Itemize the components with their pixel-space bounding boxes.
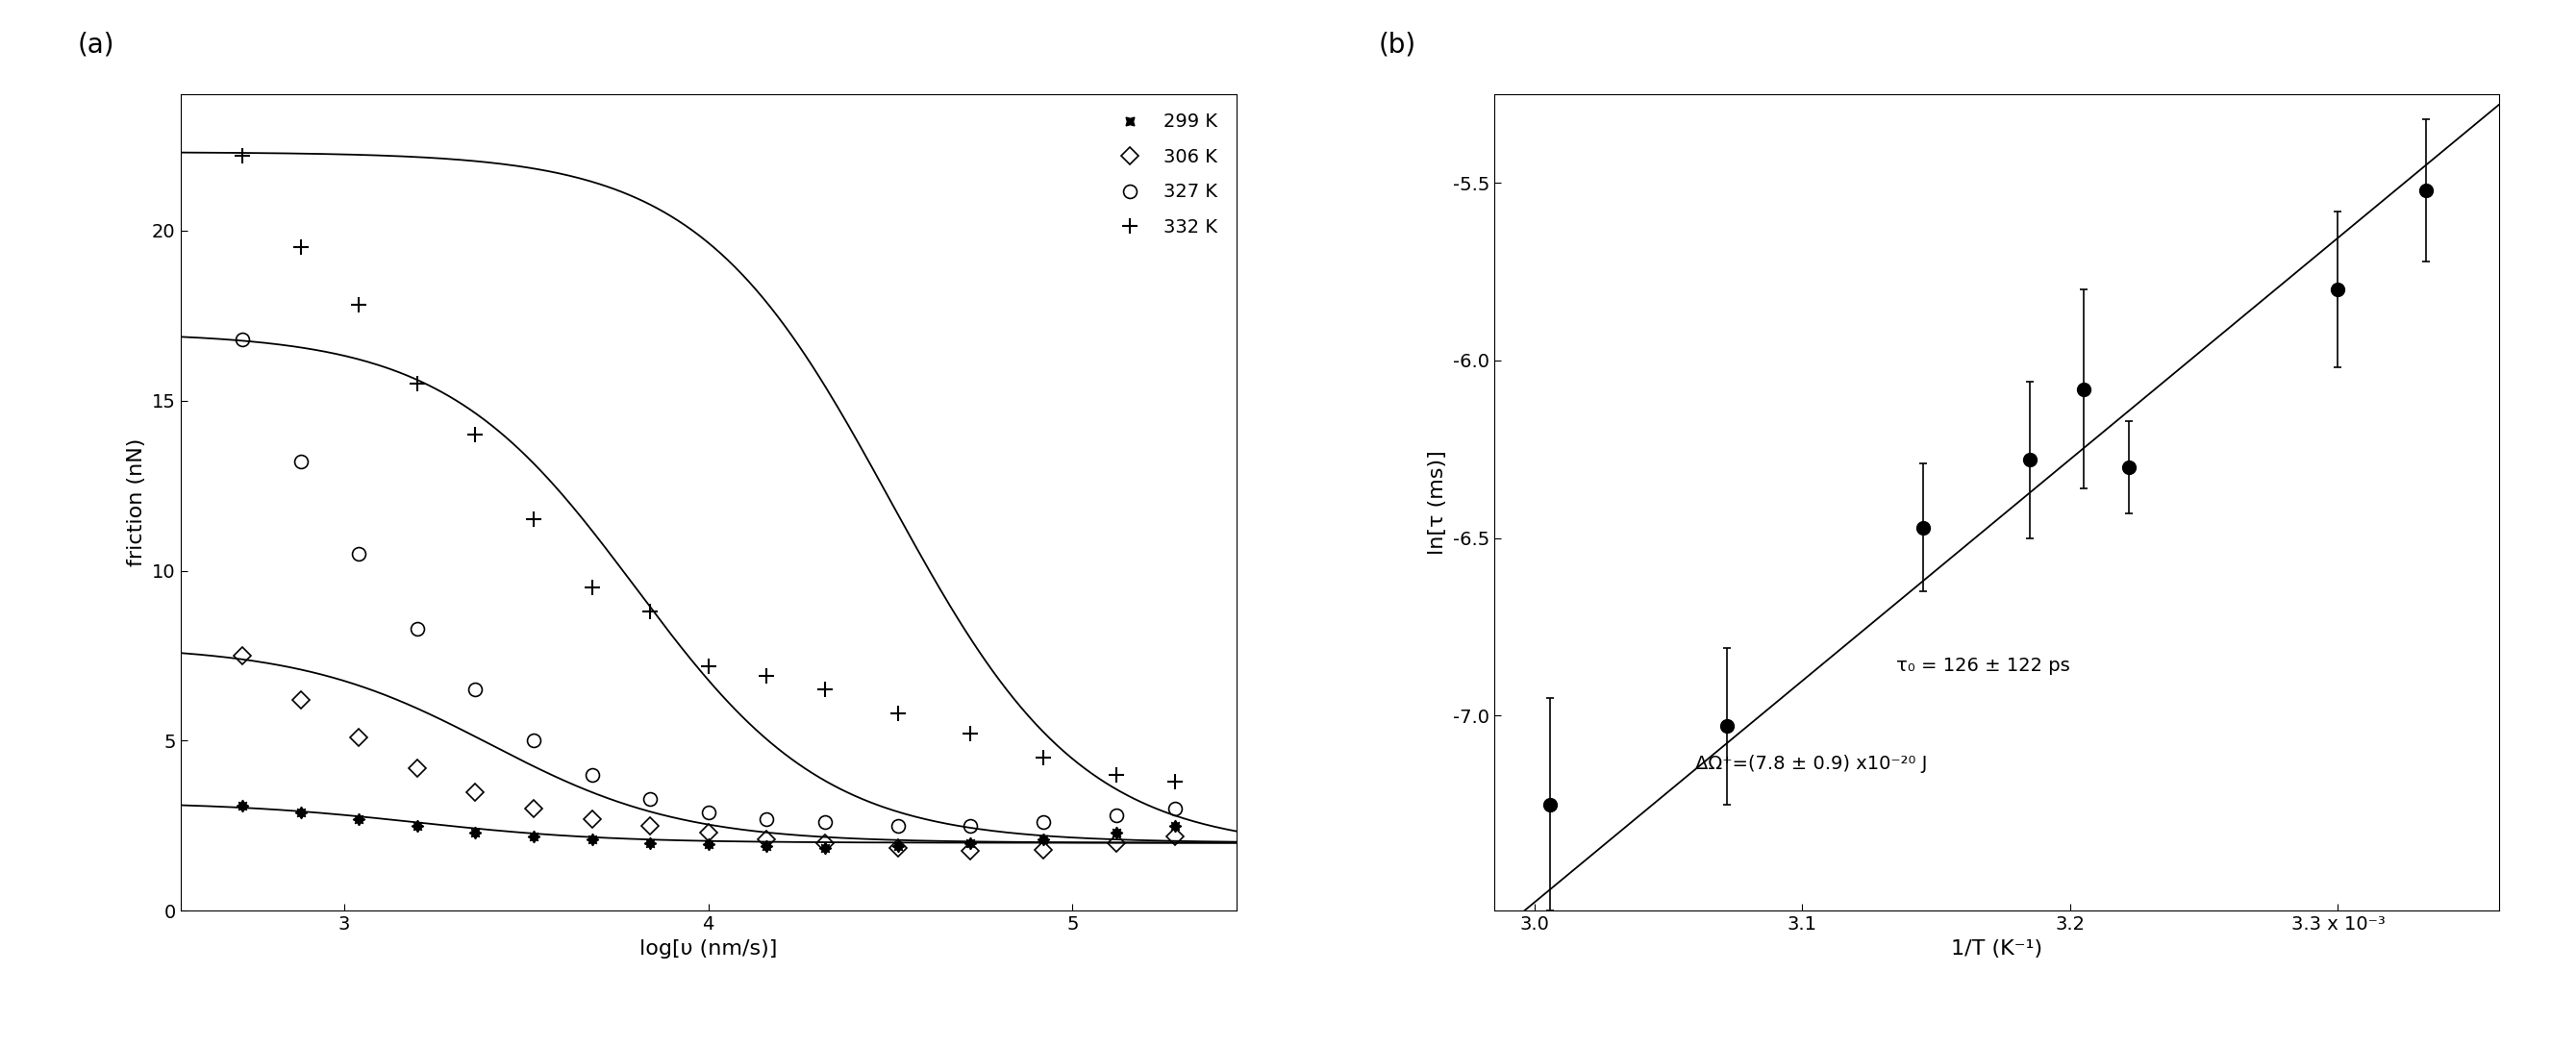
X-axis label: log[υ (nm/s)]: log[υ (nm/s)] [639, 939, 778, 958]
Text: (b): (b) [1378, 31, 1417, 59]
Text: τ₀ = 126 ± 122 ps: τ₀ = 126 ± 122 ps [1896, 656, 2069, 675]
Y-axis label: ln[τ (ms)]: ln[τ (ms)] [1427, 450, 1448, 555]
Text: (a): (a) [77, 31, 113, 59]
Legend: 299 K, 306 K, 327 K, 332 K: 299 K, 306 K, 327 K, 332 K [1103, 104, 1226, 246]
Text: ΔΩ⁺=(7.8 ± 0.9) x10⁻²⁰ J: ΔΩ⁺=(7.8 ± 0.9) x10⁻²⁰ J [1695, 755, 1927, 773]
X-axis label: 1/T (K⁻¹): 1/T (K⁻¹) [1950, 939, 2043, 958]
Y-axis label: friction (nN): friction (nN) [126, 439, 147, 566]
